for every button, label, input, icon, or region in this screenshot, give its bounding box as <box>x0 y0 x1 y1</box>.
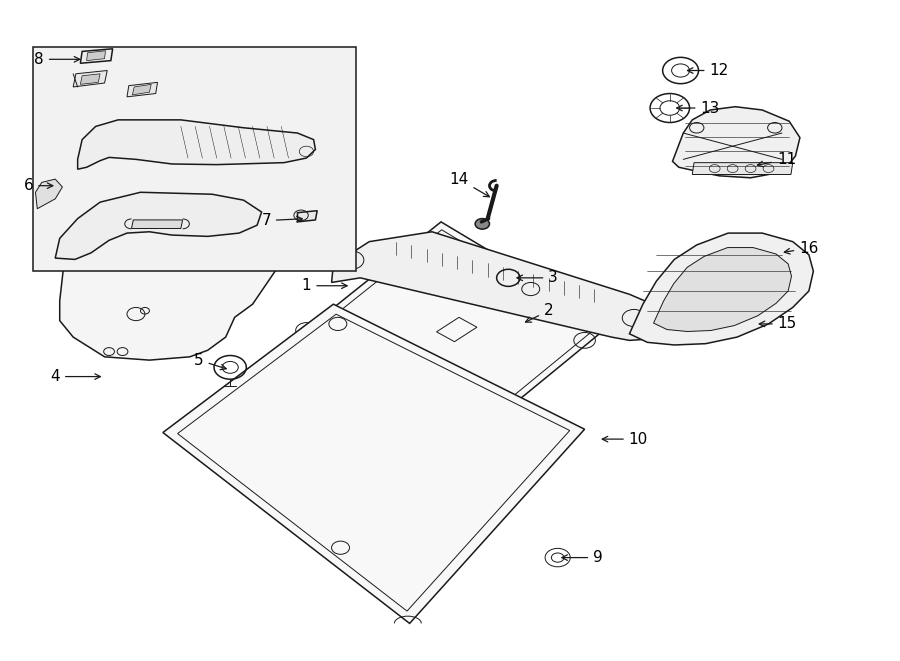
Bar <box>760 243 799 262</box>
Text: 16: 16 <box>784 241 819 256</box>
Polygon shape <box>73 71 107 87</box>
Text: 9: 9 <box>562 550 603 565</box>
Text: 14: 14 <box>449 172 490 197</box>
Polygon shape <box>653 248 791 332</box>
Polygon shape <box>672 106 800 178</box>
Polygon shape <box>289 222 611 449</box>
Polygon shape <box>127 83 158 97</box>
Circle shape <box>475 219 490 229</box>
Text: 10: 10 <box>602 432 648 447</box>
Polygon shape <box>55 192 262 259</box>
Text: 7: 7 <box>261 213 302 228</box>
Polygon shape <box>194 219 230 232</box>
Polygon shape <box>86 51 105 61</box>
Polygon shape <box>35 179 62 209</box>
Bar <box>32 48 356 271</box>
Text: 11: 11 <box>758 152 796 167</box>
Polygon shape <box>80 74 100 85</box>
Polygon shape <box>80 49 112 63</box>
Polygon shape <box>131 220 183 229</box>
Text: 6: 6 <box>23 178 53 193</box>
Text: 3: 3 <box>517 270 558 286</box>
Polygon shape <box>163 304 585 623</box>
Polygon shape <box>629 233 814 345</box>
Text: 5: 5 <box>194 352 226 369</box>
Text: 4: 4 <box>50 369 101 384</box>
Polygon shape <box>59 199 280 360</box>
Text: 13: 13 <box>677 100 720 116</box>
Text: 12: 12 <box>688 63 729 78</box>
Text: 15: 15 <box>760 317 797 331</box>
Text: 2: 2 <box>526 303 554 322</box>
Polygon shape <box>77 120 315 169</box>
Text: 1: 1 <box>302 278 347 293</box>
Text: 8: 8 <box>34 52 80 67</box>
Polygon shape <box>298 211 317 222</box>
Polygon shape <box>331 232 683 340</box>
Polygon shape <box>692 163 793 175</box>
Polygon shape <box>132 85 151 95</box>
